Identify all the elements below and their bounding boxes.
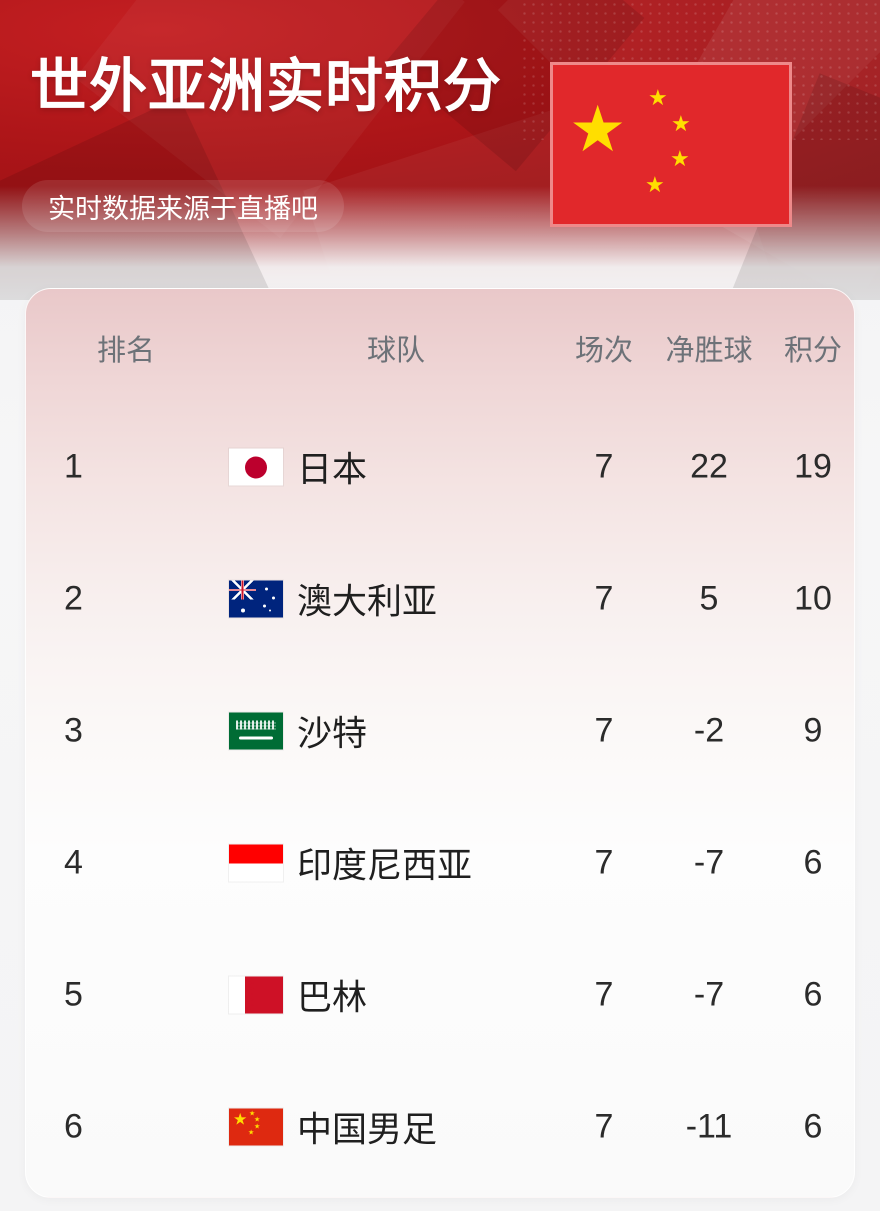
cell-played: 7 (594, 447, 614, 486)
flag-star-large: ★ (569, 93, 627, 165)
cell-points: 9 (803, 711, 823, 750)
cell-points: 6 (803, 1107, 823, 1146)
flag-star-large: ★ (233, 1111, 248, 1129)
cell-team: 澳大利亚 (229, 574, 437, 625)
data-source-label: 实时数据来源于直播吧 (48, 193, 318, 224)
flag-star-small: ★ (254, 1123, 261, 1131)
flag-star-small: ★ (645, 172, 665, 197)
flag-star (241, 608, 245, 613)
cell-rank: 1 (64, 447, 83, 486)
column-header-team: 球队 (366, 335, 426, 367)
flag-shahada-script (236, 720, 276, 730)
flag-star (272, 596, 275, 600)
cell-rank: 3 (64, 711, 83, 750)
page-title: 世外亚洲实时积分 (30, 54, 503, 119)
table-row[interactable]: 3 沙特 7 -2 9 (26, 665, 854, 797)
team-name: 中国男足 (297, 1110, 438, 1150)
team-name: 日本 (297, 450, 368, 490)
table-row[interactable]: 1 日本 7 22 19 (26, 401, 854, 533)
cell-points: 10 (794, 579, 832, 618)
cell-rank: 4 (64, 843, 83, 882)
flag-star (263, 604, 266, 608)
cell-team: ★ ★ ★ ★ ★ 中国男足 (229, 1102, 437, 1153)
cell-rank: 6 (64, 1107, 83, 1146)
china-flag-icon: ★ ★ ★ ★ ★ (550, 62, 792, 227)
cell-played: 7 (594, 711, 614, 750)
standings-rows: 1 日本 7 22 19 2 (26, 401, 854, 1193)
cell-team: 印度尼西亚 (229, 838, 472, 889)
cell-goal-diff: 22 (690, 447, 728, 486)
saudi-arabia-flag-icon (229, 712, 283, 750)
cell-rank: 5 (64, 975, 83, 1014)
indonesia-flag-icon (229, 844, 283, 882)
table-row[interactable]: 6 ★ ★ ★ ★ ★ 中国男足 7 -11 6 (26, 1061, 854, 1193)
data-source-badge: 实时数据来源于直播吧 (22, 180, 344, 232)
flag-star (269, 609, 271, 612)
team-name: 沙特 (297, 714, 368, 754)
column-header-points: 积分 (783, 335, 843, 367)
flag-star-small: ★ (648, 85, 668, 110)
table-row[interactable]: 4 印度尼西亚 7 -7 6 (26, 797, 854, 929)
flag-star-small: ★ (248, 1129, 255, 1137)
australia-flag-icon (229, 580, 283, 618)
cell-goal-diff: 5 (699, 579, 719, 618)
cell-goal-diff: -7 (693, 843, 725, 882)
cell-team: 日本 (229, 442, 367, 493)
cell-rank: 2 (64, 579, 83, 618)
flag-star (265, 587, 268, 591)
flag-star-small: ★ (249, 1110, 256, 1118)
union-jack-canton (229, 580, 256, 599)
table-row[interactable]: 2 澳大利亚 7 5 10 (26, 533, 854, 665)
cell-goal-diff: -2 (693, 711, 725, 750)
bahrain-flag-icon (229, 976, 283, 1014)
china-flag-icon: ★ ★ ★ ★ ★ (229, 1108, 283, 1146)
page-header: 世外亚洲实时积分 实时数据来源于直播吧 ★ ★ ★ ★ ★ (0, 0, 880, 300)
cell-points: 6 (803, 975, 823, 1014)
flag-sword (239, 736, 273, 740)
standings-card: 排名 球队 场次 净胜球 积分 1 日本 7 22 19 2 (25, 288, 855, 1198)
column-header-rank: 排名 (96, 335, 156, 367)
cell-team: 巴林 (229, 970, 367, 1021)
cell-played: 7 (594, 1107, 614, 1146)
team-name: 巴林 (297, 978, 368, 1018)
table-row[interactable]: 5 巴林 7 -7 6 (26, 929, 854, 1061)
cell-team: 沙特 (229, 706, 367, 757)
cell-played: 7 (594, 579, 614, 618)
flag-star-small: ★ (254, 1116, 261, 1124)
cell-played: 7 (594, 843, 614, 882)
cell-played: 7 (594, 975, 614, 1014)
table-header-row: 排名 球队 场次 净胜球 积分 (26, 327, 854, 373)
cell-points: 6 (803, 843, 823, 882)
column-header-goal-diff: 净胜球 (665, 335, 753, 367)
cell-goal-diff: -7 (693, 975, 725, 1014)
cell-points: 19 (794, 447, 832, 486)
column-header-played: 场次 (574, 335, 634, 367)
cell-goal-diff: -11 (685, 1107, 733, 1146)
team-name: 澳大利亚 (297, 582, 438, 622)
flag-star-small: ★ (671, 111, 691, 136)
team-name: 印度尼西亚 (297, 846, 473, 886)
japan-flag-icon (229, 448, 283, 486)
flag-star-small: ★ (670, 146, 690, 171)
